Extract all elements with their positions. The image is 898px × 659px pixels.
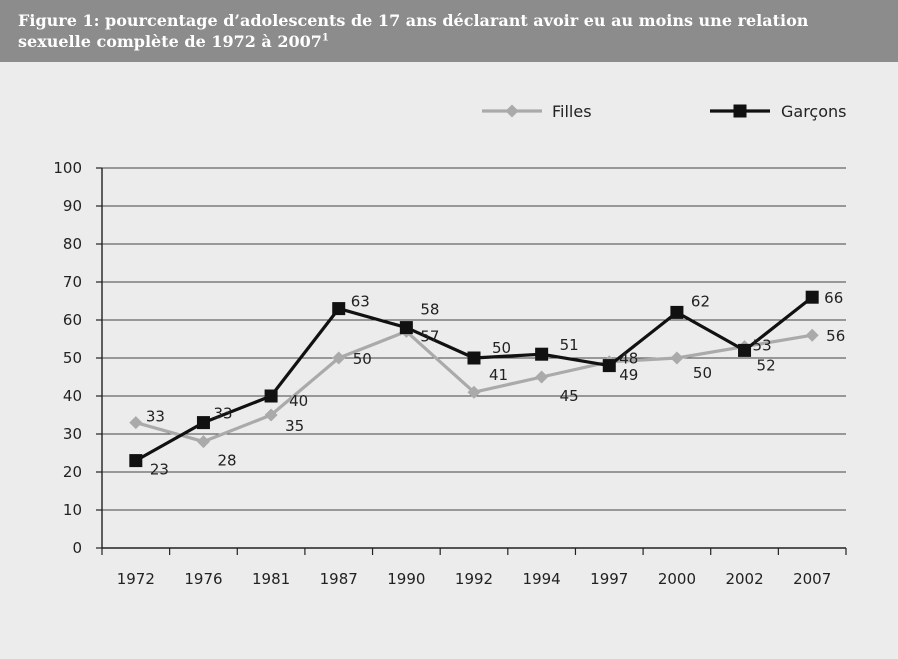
chart-legend: Filles Garçons	[482, 102, 847, 121]
x-tick-label-1990: 1990	[387, 570, 425, 588]
x-tick-label-2007: 2007	[793, 570, 831, 588]
y-tick-label-100: 100	[53, 159, 82, 177]
chart-series	[129, 291, 818, 467]
data-label-Garçons-1981: 40	[289, 392, 308, 410]
data-label-Garçons-2000: 62	[691, 292, 710, 310]
x-tick-label-2000: 2000	[658, 570, 696, 588]
legend-marker-Filles	[506, 105, 519, 118]
y-tick-label-80: 80	[63, 235, 82, 253]
data-label-Filles-2007: 56	[826, 327, 845, 345]
data-label-Garçons-2002: 52	[757, 356, 776, 374]
data-point-Garçons-2000	[670, 306, 683, 319]
x-tick-label-1992: 1992	[455, 570, 493, 588]
data-point-Filles-1976	[197, 435, 210, 448]
data-point-Garçons-1994	[535, 348, 548, 361]
data-label-Filles-2000: 50	[693, 364, 712, 382]
data-point-Garçons-1972	[129, 454, 142, 467]
data-label-Filles-1992: 41	[489, 366, 508, 384]
data-label-Filles-1976: 28	[217, 452, 236, 470]
x-tick-label-2002: 2002	[725, 570, 763, 588]
y-tick-label-40: 40	[63, 387, 82, 405]
y-tick-label-30: 30	[63, 425, 82, 443]
data-label-Garçons-1994: 51	[560, 336, 579, 354]
data-label-Garçons-2007: 66	[824, 289, 843, 307]
data-label-Garçons-1992: 50	[492, 339, 511, 357]
x-tick-label-1994: 1994	[523, 570, 561, 588]
data-point-Garçons-1981	[265, 390, 278, 403]
data-label-Filles-2002: 53	[753, 337, 772, 355]
x-tick-label-1972: 1972	[117, 570, 155, 588]
data-point-Garçons-1976	[197, 416, 210, 429]
data-label-Garçons-1990: 58	[420, 301, 439, 319]
data-point-Filles-2000	[670, 352, 683, 365]
x-tick-label-1976: 1976	[184, 570, 222, 588]
data-label-Filles-1994: 45	[560, 387, 579, 405]
data-point-Filles-1994	[535, 371, 548, 384]
data-label-Filles-1987: 50	[353, 350, 372, 368]
data-label-Garçons-1997: 48	[619, 350, 638, 368]
data-label-Filles-1997: 49	[619, 366, 638, 384]
y-axis-tick-labels: 0 10 20 30 40 50 60 70 80 90 100	[53, 159, 82, 557]
y-tick-label-90: 90	[63, 197, 82, 215]
y-tick-label-50: 50	[63, 349, 82, 367]
y-tick-label-10: 10	[63, 501, 82, 519]
x-tick-label-1997: 1997	[590, 570, 628, 588]
data-point-Filles-1972	[129, 416, 142, 429]
x-tick-label-1981: 1981	[252, 570, 290, 588]
data-label-Filles-1981: 35	[285, 417, 304, 435]
series-Filles	[129, 325, 818, 448]
data-label-Garçons-1987: 63	[351, 293, 370, 311]
data-label-Filles-1990: 57	[420, 327, 439, 345]
legend-item-Garçons: Garçons	[710, 102, 847, 121]
legend-label-Filles: Filles	[552, 102, 592, 121]
data-point-Garçons-2007	[806, 291, 819, 304]
data-label-Filles-1972: 33	[146, 408, 165, 426]
data-label-Garçons-1972: 23	[150, 461, 169, 479]
y-tick-label-60: 60	[63, 311, 82, 329]
y-tick-label-20: 20	[63, 463, 82, 481]
x-tick-label-1987: 1987	[320, 570, 358, 588]
data-point-Garçons-2002	[738, 344, 751, 357]
data-point-Garçons-1997	[603, 359, 616, 372]
x-axis-tick-labels: 1972 1976 1981 1987 1990 1992 1994 1997 2000 2002…	[117, 570, 832, 588]
legend-label-Garçons: Garçons	[781, 102, 847, 121]
legend-item-Filles: Filles	[482, 102, 592, 121]
data-point-Garçons-1992	[468, 352, 481, 365]
data-point-Garçons-1987	[332, 302, 345, 315]
chart-gridlines	[102, 168, 846, 510]
data-point-Garçons-1990	[400, 321, 413, 334]
legend-marker-Garçons	[734, 105, 747, 118]
chart-data-labels: 33 28 35 50 57 41 45 49 50 53 56 23 33 40 63 58 50 51 48 62…	[146, 289, 845, 478]
data-point-Filles-2007	[806, 329, 819, 342]
y-tick-label-70: 70	[63, 273, 82, 291]
y-tick-label-0: 0	[72, 539, 82, 557]
series-Garçons	[129, 291, 818, 467]
data-label-Garçons-1976: 33	[213, 405, 232, 423]
